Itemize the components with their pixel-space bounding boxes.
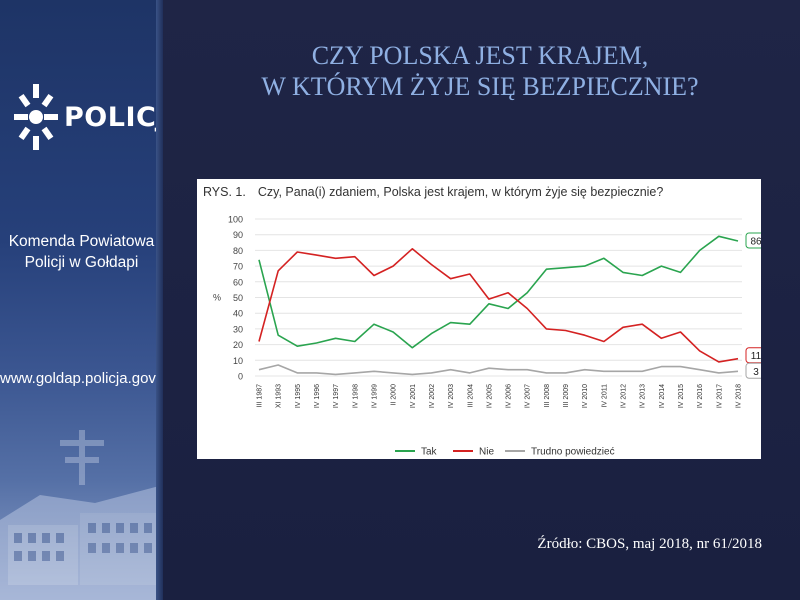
police-star-logo: [14, 84, 58, 150]
x-tick-label: III 2009: [563, 384, 570, 407]
x-tick-label: IV 2010: [582, 384, 589, 408]
y-tick-label: 50: [233, 293, 243, 303]
series-line-nie: [258, 248, 739, 363]
chart-title: Czy, Pana(i) zdaniem, Polska jest krajem…: [257, 185, 664, 199]
x-tick-label: IV 2001: [410, 384, 417, 408]
x-tick-label: III 2004: [467, 384, 474, 407]
y-tick-label: 0: [238, 372, 243, 382]
unit-name-line1: Komenda Powiatowa: [8, 233, 155, 250]
title-line1: CZY POLSKA JEST KRAJEM,: [311, 41, 649, 70]
y-tick-label: 30: [233, 324, 243, 334]
legend-label: Nie: [479, 447, 494, 458]
y-tick-label: 20: [233, 340, 243, 350]
end-value-label: 3: [753, 367, 759, 378]
y-tick-label: 70: [233, 262, 243, 272]
legend-label: Trudno powiedzieć: [531, 447, 615, 458]
x-tick-label: IV 2015: [678, 384, 685, 408]
x-tick-label: IV 1999: [371, 384, 378, 408]
x-tick-label: IV 1995: [295, 384, 302, 408]
police-logo-text: POLICJA: [64, 102, 163, 133]
x-tick-label: III 1987: [257, 384, 264, 407]
end-value-box: [745, 347, 761, 364]
x-tick-label: III 2008: [544, 384, 551, 407]
y-tick-label: 40: [233, 309, 243, 319]
chart-panel: 0 10 20 30 40 50 60 70 80 90 100% III 1987 XI 1993 IV…: [197, 179, 761, 459]
end-value-label: 86: [750, 236, 761, 247]
x-tick-label: IV 2005: [486, 384, 493, 408]
sidebar: POLICJA Komenda Powiatowa Policji w Gołd…: [0, 0, 163, 600]
x-tick-label: IV 2018: [736, 384, 743, 408]
page-title: CZY POLSKA JEST KRAJEM, W KTÓRYM ŻYJE SI…: [210, 40, 750, 102]
y-tick-label: 60: [233, 277, 243, 287]
sidebar-divider: [156, 0, 163, 600]
end-value-box: [745, 362, 761, 379]
x-tick-label: II 2000: [391, 384, 398, 406]
x-tick-label: IV 1996: [314, 384, 321, 408]
website-link[interactable]: www.goldap.policja.gov.pl: [0, 370, 163, 387]
x-tick-label: IV 2006: [506, 384, 513, 408]
x-tick-label: IV 2016: [697, 384, 704, 408]
x-tick-label: XI 1993: [276, 384, 283, 408]
source-note: Źródło: CBOS, maj 2018, nr 61/2018: [537, 536, 762, 552]
x-tick-label: IV 2014: [659, 384, 666, 408]
y-tick-label: 80: [233, 246, 243, 256]
y-tick-label: 100: [228, 215, 243, 225]
y-axis-label: %: [213, 293, 221, 303]
x-tick-label: IV 2013: [640, 384, 647, 408]
y-tick-label: 10: [233, 356, 243, 366]
line-chart: 0 10 20 30 40 50 60 70 80 90 100% III 1987 XI 1993 IV…: [213, 215, 761, 458]
title-line2: W KTÓRYM ŻYJE SIĘ BEZPIECZNIE?: [261, 72, 699, 101]
x-tick-label: IV 2002: [429, 384, 436, 408]
end-value-label: 11: [751, 351, 761, 362]
legend-label: Tak: [421, 447, 438, 458]
unit-name-line2: Policji w Gołdapi: [24, 254, 139, 271]
x-tick-label: IV 2011: [601, 384, 608, 408]
series-line-tak: [258, 235, 739, 349]
y-tick-label: 90: [233, 230, 243, 240]
x-tick-label: IV 2007: [525, 384, 532, 408]
chart-figure-label: RYS. 1.: [203, 185, 246, 199]
x-tick-label: IV 2012: [621, 384, 628, 408]
chart-header: RYS. 1. Czy, Pana(i) zdaniem, Polska jest…: [203, 185, 663, 199]
police-building-image: [0, 430, 163, 600]
x-tick-label: IV 1997: [333, 384, 340, 408]
series-line-trudno-powiedzie-: [258, 364, 739, 376]
x-tick-label: IV 2003: [448, 384, 455, 408]
x-tick-label: IV 1998: [352, 384, 359, 408]
end-value-box: [745, 232, 761, 249]
x-tick-label: IV 2017: [716, 384, 723, 408]
